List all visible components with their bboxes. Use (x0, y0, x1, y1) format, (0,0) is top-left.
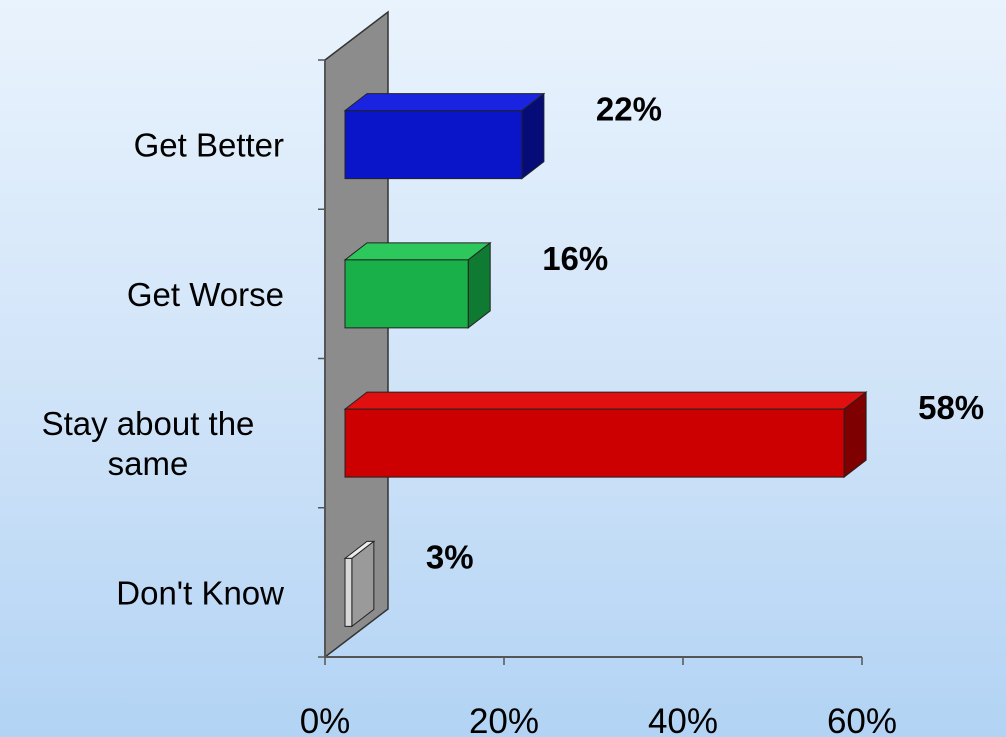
category-label-line: Don't Know (116, 574, 284, 611)
bar-front-face (344, 259, 469, 329)
category-label-line: Get Better (134, 127, 284, 164)
bar-top-face (343, 391, 868, 410)
x-axis (318, 59, 863, 665)
labels: 0% 20% 40% 60% 22% Get Better 16% Get Worse 58% S… (42, 91, 985, 737)
category-label: Don't Know (116, 574, 284, 611)
bars (343, 92, 868, 628)
x-tick-label: 40% (648, 702, 718, 737)
category-label: Get Worse (127, 276, 284, 313)
category-label: Stay about the same (42, 405, 255, 482)
data-label: 58% (918, 389, 984, 426)
bar-front-face (344, 557, 353, 627)
category-label: Get Better (134, 127, 284, 164)
data-label: 3% (426, 538, 474, 575)
bar-front-face (344, 110, 523, 180)
data-label: 16% (542, 240, 608, 277)
x-tick-label: 20% (469, 702, 539, 737)
bar-top-face (343, 242, 492, 261)
bar (343, 391, 868, 479)
category-label-line: same (108, 445, 189, 482)
bar (343, 92, 546, 180)
x-tick-label: 60% (827, 702, 897, 737)
category-label-line: Stay about the (42, 405, 255, 442)
category-label-line: Get Worse (127, 276, 284, 313)
bar-front-face (344, 408, 845, 478)
data-label: 22% (596, 91, 662, 128)
bar-top-face (343, 93, 546, 112)
bar (343, 540, 376, 628)
x-tick-label: 0% (300, 702, 351, 737)
bar (343, 241, 492, 329)
